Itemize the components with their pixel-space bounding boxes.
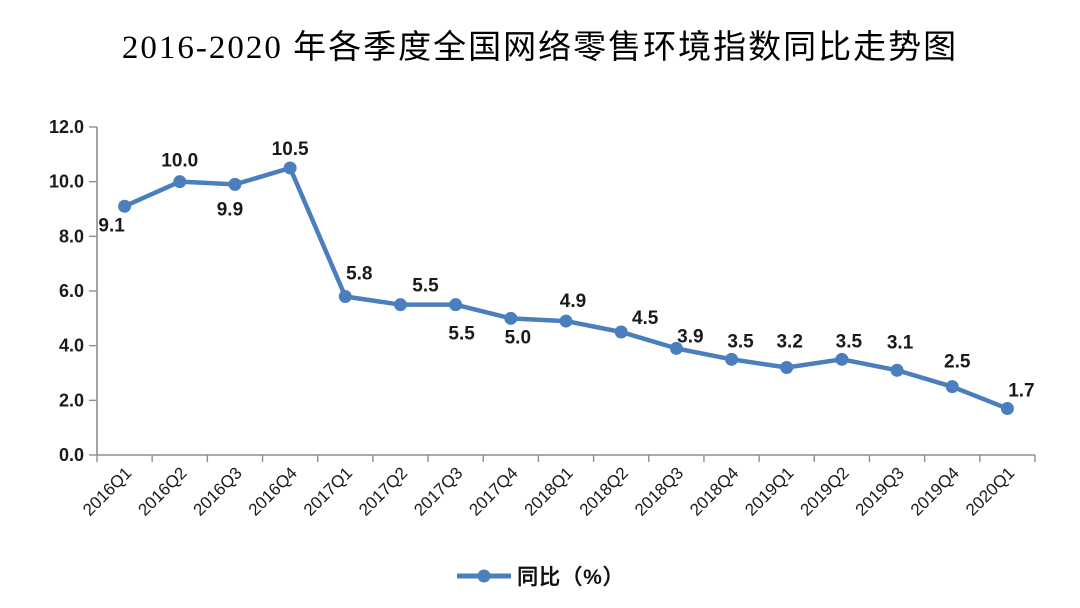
data-label: 5.0 <box>505 327 531 348</box>
x-tick-label: 2016Q2 <box>134 463 190 519</box>
x-tick-label: 2018Q1 <box>521 463 577 519</box>
data-point <box>228 177 242 191</box>
data-label: 5.5 <box>448 324 475 345</box>
data-label: 10.5 <box>272 139 309 160</box>
x-tick-label: 2020Q1 <box>962 463 1018 519</box>
data-label: 2.5 <box>944 352 971 373</box>
x-tick-label: 2016Q3 <box>190 463 246 519</box>
data-point <box>945 380 959 394</box>
y-tick-label: 6.0 <box>59 281 84 301</box>
x-tick-label: 2019Q3 <box>852 463 908 519</box>
data-point <box>504 311 518 325</box>
data-label: 9.9 <box>217 199 243 220</box>
legend-label: 同比（%） <box>517 566 625 589</box>
data-label: 4.5 <box>632 308 659 329</box>
data-point <box>173 175 187 189</box>
data-point <box>835 352 849 366</box>
data-point <box>393 298 407 312</box>
y-tick-label: 4.0 <box>59 336 84 356</box>
series-line <box>122 165 1010 411</box>
x-tick-label: 2016Q4 <box>245 463 301 519</box>
data-point <box>669 341 683 355</box>
data-point <box>449 298 463 312</box>
x-tick-label: 2019Q4 <box>907 463 963 519</box>
data-label: 3.5 <box>836 331 863 352</box>
data-label: 3.9 <box>677 326 703 347</box>
data-point <box>1000 402 1014 416</box>
x-tick-label: 2019Q1 <box>741 463 797 519</box>
data-point <box>283 161 297 175</box>
y-tick-label: 8.0 <box>59 226 84 246</box>
data-label: 3.2 <box>776 332 802 353</box>
x-tick-label: 2017Q4 <box>465 463 521 519</box>
data-point <box>118 199 132 213</box>
chart-title: 2016-2020 年各季度全国网络零售环境指数同比走势图 <box>121 30 959 66</box>
data-label: 1.7 <box>1008 381 1034 402</box>
data-point <box>559 314 573 328</box>
data-label: 5.5 <box>412 276 439 297</box>
y-tick-label: 10.0 <box>49 172 84 192</box>
data-label: 3.1 <box>887 332 914 353</box>
data-point <box>614 325 628 339</box>
x-tick-label: 2017Q3 <box>410 463 466 519</box>
data-label: 9.1 <box>98 215 125 236</box>
data-label: 3.5 <box>727 331 754 352</box>
y-tick-label: 2.0 <box>59 390 84 410</box>
series-line-marker-icon <box>457 569 512 583</box>
data-label: 10.0 <box>161 151 198 172</box>
x-tick-label: 2016Q1 <box>79 463 135 519</box>
data-point <box>890 363 904 377</box>
x-tick-label: 2019Q2 <box>796 463 852 519</box>
data-label: 5.8 <box>346 263 372 284</box>
x-tick-label: 2017Q1 <box>300 463 356 519</box>
data-point <box>780 361 794 375</box>
data-point <box>338 289 352 303</box>
data-point <box>725 352 739 366</box>
legend: 同比（%） <box>0 561 1080 591</box>
x-tick-label: 2018Q4 <box>686 463 742 519</box>
y-tick-label: 12.0 <box>49 117 84 137</box>
x-tick-label: 2018Q3 <box>631 463 687 519</box>
data-label: 4.9 <box>560 291 586 312</box>
x-tick-label: 2017Q2 <box>355 463 411 519</box>
x-tick-label: 2018Q2 <box>576 463 632 519</box>
y-tick-label: 0.0 <box>59 445 84 465</box>
